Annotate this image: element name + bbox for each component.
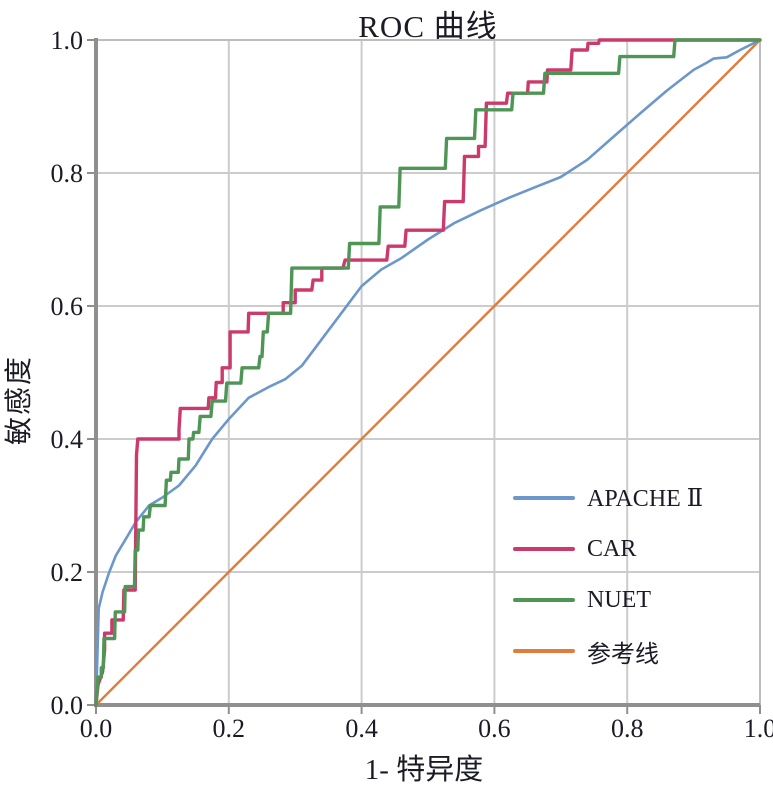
- y-tick-label: 0.4: [51, 425, 84, 454]
- legend: APACHE Ⅱ CAR NUET 参考线: [513, 484, 703, 688]
- y-tick-label: 0.8: [51, 159, 84, 188]
- x-tick-label: 1.0: [744, 714, 773, 743]
- chart-title: ROC 曲线: [358, 9, 498, 44]
- roc-curve-参考线: [94, 38, 762, 707]
- y-axis-label: 敏感度: [4, 354, 35, 446]
- x-tick-label: 0.0: [80, 714, 113, 743]
- y-tick-label: 0.0: [51, 691, 84, 720]
- legend-label-apache-ii: APACHE Ⅱ: [587, 485, 704, 512]
- x-tick-label: 0.2: [213, 714, 246, 743]
- legend-swatch-nuet: [513, 598, 575, 602]
- legend-label-reference-line: 参考线: [587, 641, 659, 668]
- roc-curve-car: [94, 38, 762, 707]
- legend-label-car: CAR: [587, 535, 637, 562]
- legend-swatch-car: [513, 547, 575, 551]
- y-tick-label: 0.2: [51, 558, 84, 587]
- y-tick-label: 0.6: [51, 292, 84, 321]
- legend-item-car: CAR: [513, 535, 703, 563]
- legend-item-reference-line: 参考线: [513, 637, 703, 668]
- legend-label-nuet: NUET: [587, 586, 651, 613]
- x-tick-label: 0.4: [345, 714, 378, 743]
- roc-curve-nuet: [94, 38, 762, 707]
- y-tick-label: 1.0: [51, 26, 84, 55]
- legend-swatch-apache-ii: [513, 496, 575, 500]
- x-tick-label: 0.6: [478, 714, 511, 743]
- roc-curve-apache-ⅱ: [94, 38, 762, 707]
- legend-item-nuet: NUET: [513, 586, 703, 614]
- legend-item-apache-ii: APACHE Ⅱ: [513, 484, 703, 512]
- legend-swatch-reference-line: [513, 649, 575, 653]
- x-tick-label: 0.8: [611, 714, 644, 743]
- x-axis-label: 1- 特异度: [364, 754, 484, 786]
